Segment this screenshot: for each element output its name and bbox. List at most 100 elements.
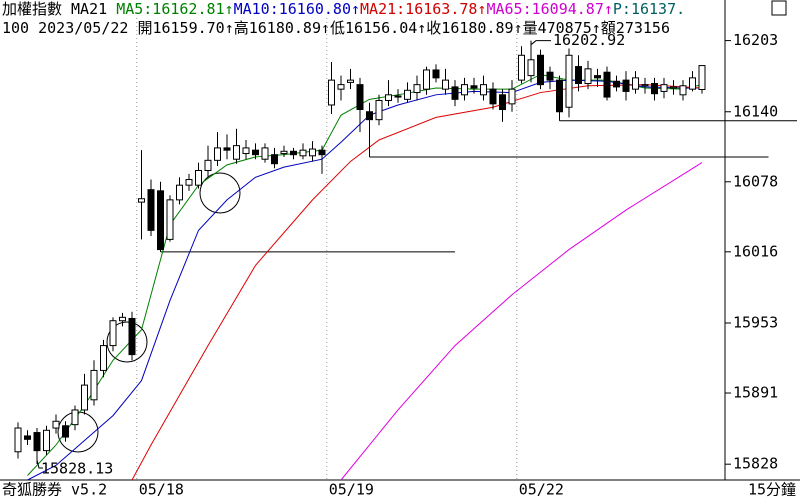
y-tick-label: 15891 xyxy=(733,384,778,402)
candle-body xyxy=(166,199,174,240)
window-button[interactable] xyxy=(771,0,787,16)
candle-body xyxy=(33,432,41,452)
candle-body xyxy=(518,54,525,81)
y-tick-label: 16078 xyxy=(733,172,778,190)
candle-body xyxy=(584,68,592,85)
candle-body xyxy=(470,85,478,89)
candle-body xyxy=(366,111,373,121)
candle-body xyxy=(508,88,516,105)
footer-right: 15分鐘 xyxy=(748,481,796,499)
candle-body xyxy=(176,184,183,201)
candle-body xyxy=(290,150,297,156)
candle-body xyxy=(527,59,535,77)
candle-body xyxy=(413,84,421,94)
candle-body xyxy=(499,94,506,110)
header-segment: P:16137. xyxy=(613,0,685,18)
candle-body xyxy=(119,316,126,322)
candle-body xyxy=(157,190,164,251)
candle-body xyxy=(556,79,563,113)
candle-body xyxy=(594,75,601,79)
header-segment: 加權指數 MA21 xyxy=(2,0,116,18)
candle-body xyxy=(394,95,402,98)
candle-body xyxy=(309,148,316,157)
candle-body xyxy=(43,429,50,452)
candle-body xyxy=(632,77,639,90)
annotation-label: 15828.13 xyxy=(41,460,113,478)
y-tick-label: 16016 xyxy=(733,242,778,260)
candle-body xyxy=(128,317,136,356)
candle-body xyxy=(271,154,278,165)
candle-body xyxy=(261,147,269,160)
y-tick-label: 15953 xyxy=(733,313,778,331)
candle-body xyxy=(337,84,345,90)
candle-body xyxy=(195,169,202,186)
header-segment: 100 2023/05/22 開16159.70↑高16180.89↑低1615… xyxy=(2,19,670,37)
candle-body xyxy=(147,189,155,231)
candle-body xyxy=(565,54,573,108)
candle-body xyxy=(603,71,611,98)
candle-body xyxy=(24,435,31,440)
candle-body xyxy=(280,150,288,155)
highlight-circle xyxy=(106,321,148,363)
candle-body xyxy=(109,320,117,347)
candle-body xyxy=(651,83,658,95)
candle-body xyxy=(62,425,69,438)
candle-body xyxy=(242,147,250,155)
annotation-leader xyxy=(36,459,43,469)
candle-body xyxy=(252,149,259,156)
candle-body xyxy=(689,77,696,90)
candle-body xyxy=(375,99,383,121)
candle-body xyxy=(660,84,668,92)
annotation-leader xyxy=(530,40,551,46)
candle-body xyxy=(432,69,440,79)
header-segment: MA65:16094.87↑ xyxy=(486,0,612,18)
header-line: 100 2023/05/22 開16159.70↑高16180.89↑低1615… xyxy=(2,19,670,37)
annotation-label: 16202.92 xyxy=(553,31,625,49)
footer-left: 奇狐勝券 v5.2 xyxy=(2,481,107,499)
moving-average-line xyxy=(340,162,703,481)
candle-body xyxy=(537,54,544,86)
candle-body xyxy=(480,84,487,96)
candle-body xyxy=(214,147,221,161)
header-line: 加權指數 MA21 MA5:16162.81↑MA10:16160.80↑MA2… xyxy=(2,0,685,18)
candle-body xyxy=(613,80,620,88)
candle-body xyxy=(489,88,497,105)
x-tick-label: 05/22 xyxy=(519,481,564,499)
candle-body xyxy=(328,79,335,106)
candle-body xyxy=(698,65,706,91)
candle-body xyxy=(223,147,231,151)
candle-body xyxy=(622,79,630,92)
x-tick-label: 05/19 xyxy=(329,481,374,499)
candle-body xyxy=(385,94,392,101)
candle-body xyxy=(404,89,411,100)
y-tick-label: 16140 xyxy=(733,102,778,120)
candle-body xyxy=(451,86,459,100)
highlight-circle xyxy=(199,172,241,214)
candle-body xyxy=(546,71,554,81)
y-tick-label: 16203 xyxy=(733,31,778,49)
candle-body xyxy=(347,79,354,83)
candle-body xyxy=(575,66,582,85)
candle-body xyxy=(233,145,240,160)
x-tick-label: 05/18 xyxy=(139,481,184,499)
candle-body xyxy=(81,384,88,411)
candle-body xyxy=(423,69,430,90)
header-segment: MA21:16163.78↑ xyxy=(360,0,486,18)
candle-body xyxy=(356,84,364,110)
candle-body xyxy=(318,149,326,156)
candle-body xyxy=(100,345,107,371)
candle-body xyxy=(14,427,22,453)
candle-body xyxy=(641,84,649,87)
candle-body xyxy=(185,179,193,186)
y-tick-label: 15828 xyxy=(733,455,778,473)
candle-body xyxy=(679,85,687,96)
candle-body xyxy=(71,409,79,426)
candle-body xyxy=(52,420,60,429)
candle-body xyxy=(90,369,98,401)
candle-body xyxy=(204,159,212,171)
header-segment: MA10:16160.80↑ xyxy=(234,0,360,18)
candle-body xyxy=(442,79,449,90)
